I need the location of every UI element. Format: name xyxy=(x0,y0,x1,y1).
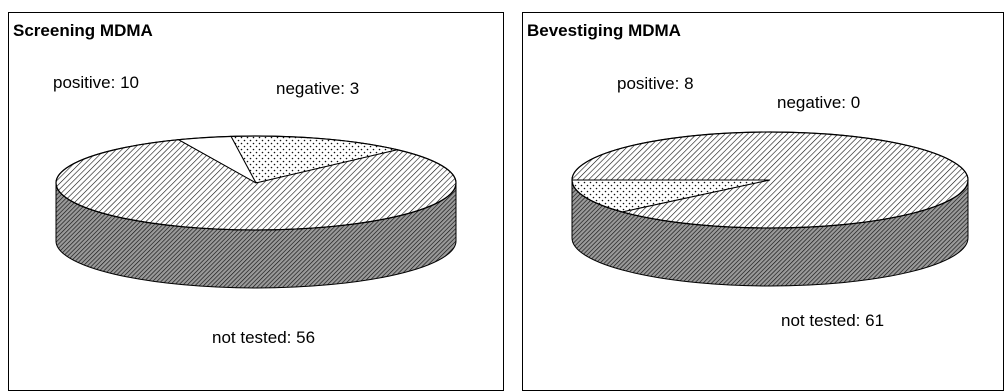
slice-label-not-tested: not tested: 56 xyxy=(212,328,315,347)
slice-label-positive: positive: 8 xyxy=(617,74,694,93)
pie-slice-not-tested xyxy=(571,131,969,229)
pie-chart-panel-screening: Screening MDMA positive: 10 negative: 3 no… xyxy=(8,12,504,391)
chart-title: Screening MDMA xyxy=(13,21,153,40)
slice-label-not-tested: not tested: 61 xyxy=(781,311,884,330)
pie-chart-bevestiging: positive: 8 negative: 0 not tested: 61 xyxy=(571,74,969,330)
slice-label-negative: negative: 3 xyxy=(276,79,359,98)
slice-label-negative: negative: 0 xyxy=(777,93,860,112)
chart-title: Bevestiging MDMA xyxy=(527,21,681,40)
slice-label-positive: positive: 10 xyxy=(53,73,139,92)
pie-rim xyxy=(55,135,457,231)
pie-chart-screening: positive: 10 negative: 3 not tested: 56 xyxy=(53,73,457,347)
pie-rim xyxy=(571,131,969,229)
pie-chart-panel-bevestiging: Bevestiging MDMA positive: 8 negative: 0 n… xyxy=(522,12,1004,391)
